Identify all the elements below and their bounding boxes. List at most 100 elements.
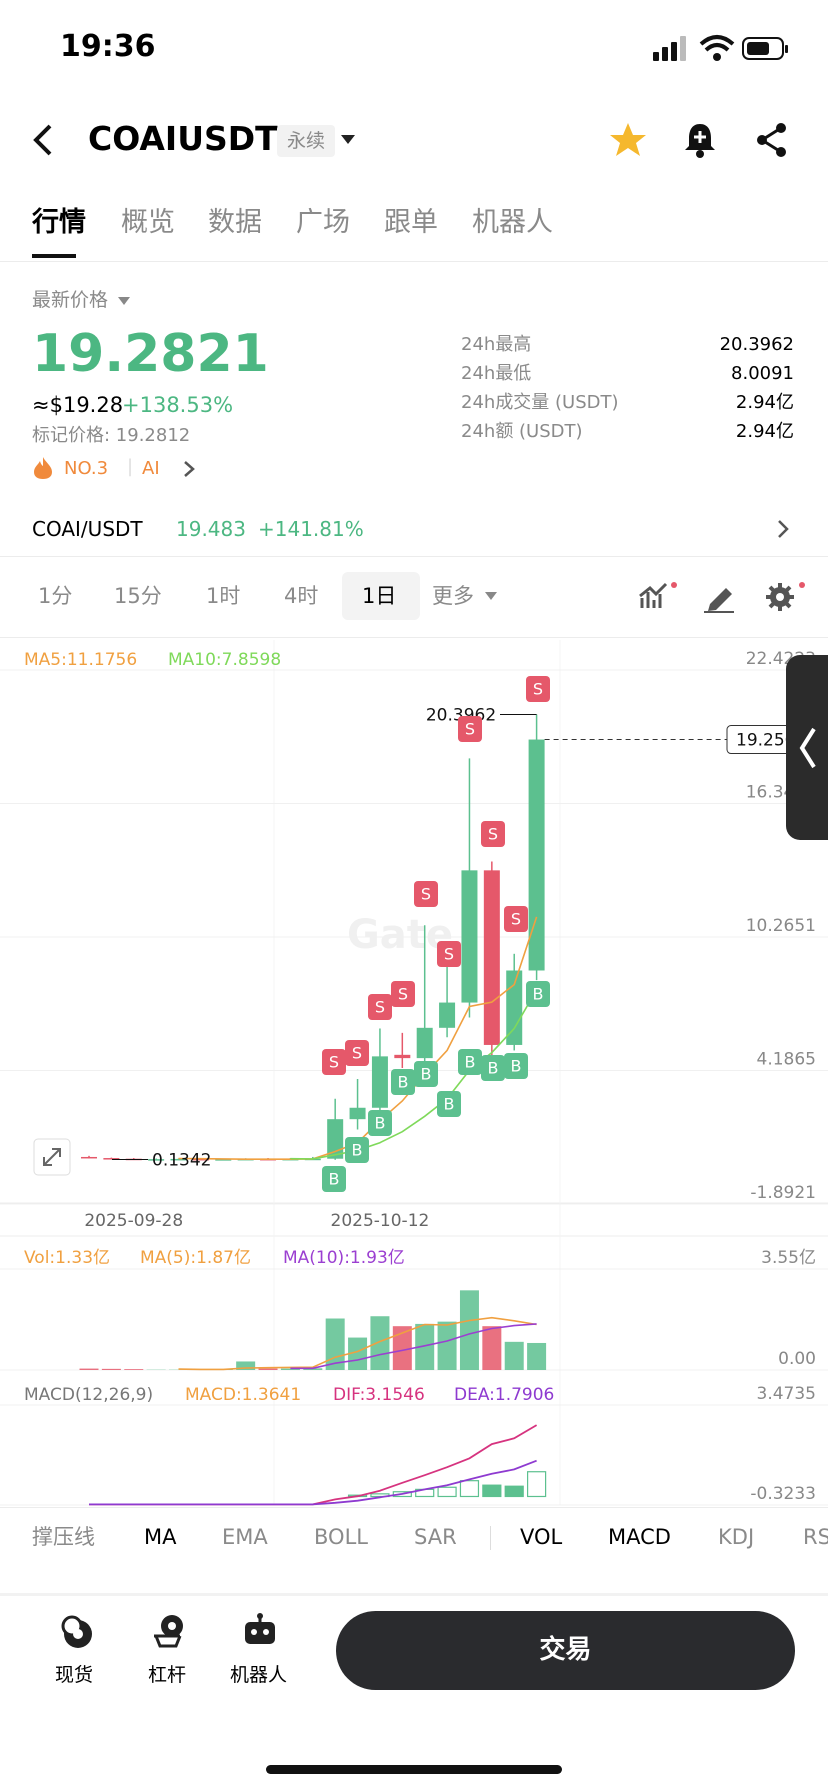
tab[interactable]: 行情 [32, 207, 86, 238]
trade-marker [391, 1069, 415, 1095]
drawer-chevron [799, 727, 816, 769]
interval[interactable]: 1时 [206, 584, 241, 608]
bot-icon[interactable] [241, 1612, 279, 1650]
indicator[interactable]: EMA [222, 1525, 268, 1549]
interval[interactable]: 1日 [362, 584, 397, 608]
chevron[interactable] [182, 460, 196, 478]
selected-interval-bg [342, 572, 420, 620]
volume-bar [527, 1342, 547, 1370]
macd-bar [482, 1484, 502, 1498]
volume-bar [459, 1290, 479, 1370]
mark-price: 标记价格: 19.2812 [32, 425, 191, 446]
indicator[interactable]: VOL [520, 1525, 563, 1549]
interval[interactable]: 更多 [432, 584, 474, 608]
tab[interactable]: 跟单 [384, 207, 438, 238]
stat-value: 8.0091 [731, 363, 794, 384]
macd-bar [526, 1471, 547, 1498]
trade-marker [322, 1049, 346, 1075]
spot-pair[interactable]: COAI/USDT [32, 517, 143, 541]
candle-body [439, 1002, 456, 1028]
interval[interactable]: 15分 [114, 584, 162, 608]
interval[interactable]: 4时 [284, 584, 319, 608]
stat-label: 24h最低 [461, 363, 532, 384]
indicator[interactable]: KDJ [718, 1525, 755, 1549]
trade-marker [368, 994, 392, 1020]
trade-marker [458, 1049, 482, 1075]
trade-marker [437, 1091, 461, 1117]
y-tick-label: -1.8921 [750, 1183, 816, 1203]
macd-bar [504, 1485, 524, 1498]
trade-marker [391, 981, 415, 1007]
trade-marker-label: B [465, 1053, 476, 1072]
trade-marker-label: S [329, 1053, 339, 1072]
legend-entry: MA10:7.8598 [168, 650, 281, 670]
volume-bar [280, 1368, 300, 1370]
favorite-star[interactable] [608, 120, 648, 160]
dropdown-arrow[interactable] [117, 295, 131, 307]
nav-label[interactable]: 机器人 [230, 1664, 288, 1686]
trade-marker-label: B [352, 1141, 363, 1160]
volume-bar [325, 1318, 345, 1370]
y-tick-label: 3.55亿 [761, 1248, 816, 1268]
dropdown-arrow[interactable] [340, 133, 358, 147]
indicator[interactable]: 撑压线 [32, 1525, 95, 1549]
tab[interactable]: 广场 [296, 207, 350, 238]
sector-tag[interactable]: AI [142, 458, 160, 479]
stat-label: 24h额 (USDT) [461, 421, 583, 442]
share-button[interactable] [754, 121, 790, 159]
margin-icon[interactable] [150, 1612, 188, 1650]
x-tick-label: 2025-09-28 [84, 1211, 183, 1231]
tab[interactable]: 机器人 [472, 207, 553, 238]
trade-marker-label: B [511, 1057, 522, 1076]
interval[interactable]: 1分 [38, 584, 73, 608]
divider [0, 1593, 828, 1596]
symbol: COAIUSDT [88, 119, 278, 158]
indicator[interactable]: RSI [803, 1525, 828, 1549]
divider [0, 556, 828, 557]
trade-marker-label: B [488, 1059, 499, 1078]
last-price: 19.2821 [32, 324, 269, 384]
trade-marker [481, 1055, 505, 1081]
candle-body [483, 870, 500, 1045]
macd-bar [459, 1480, 480, 1498]
volume-bar [392, 1326, 412, 1370]
nav-label[interactable]: 杠杆 [148, 1664, 187, 1686]
volume-bar [482, 1326, 502, 1370]
trade-marker-label: B [421, 1065, 432, 1084]
candle-body [416, 1027, 433, 1059]
indicator[interactable]: BOLL [314, 1525, 368, 1549]
candle-body [461, 870, 478, 1003]
candle-body [528, 739, 545, 971]
spot-icon[interactable] [58, 1614, 94, 1650]
tab[interactable]: 概览 [121, 207, 175, 238]
trade-marker [322, 1166, 346, 1192]
nav-label[interactable]: 现货 [55, 1664, 94, 1686]
price-label: 最新价格 [32, 289, 109, 311]
y-tick-label: 0.00 [778, 1349, 816, 1369]
volume-bar [303, 1368, 323, 1370]
line-series [89, 1459, 537, 1506]
back-button[interactable] [30, 122, 60, 158]
alert-bell[interactable] [682, 120, 718, 160]
candle-body [170, 1158, 187, 1161]
trade-marker-label: S [444, 945, 454, 964]
trade-marker [345, 1137, 369, 1163]
tab[interactable]: 数据 [208, 207, 262, 238]
trade-marker-label: B [398, 1073, 409, 1092]
trade-button[interactable]: 交易 [336, 1611, 795, 1690]
legend-entry: MA5:11.1756 [24, 650, 137, 670]
chart-tools[interactable] [638, 580, 808, 614]
indicator[interactable]: SAR [414, 1525, 457, 1549]
candle-body [349, 1107, 366, 1120]
dropdown-arrow[interactable] [484, 590, 498, 602]
indicator[interactable]: MACD [608, 1525, 671, 1549]
home-indicator [266, 1765, 562, 1774]
trade-marker-label: B [375, 1114, 386, 1133]
price-change: +138.53% [122, 393, 234, 417]
spot-change: +141.81% [258, 517, 364, 541]
trade-marker-label: S [398, 985, 408, 1004]
chevron[interactable] [776, 519, 790, 539]
side-drawer-tab[interactable] [786, 655, 828, 840]
indicator[interactable]: MA [144, 1525, 177, 1549]
y-tick-label: 4.1865 [757, 1050, 816, 1070]
